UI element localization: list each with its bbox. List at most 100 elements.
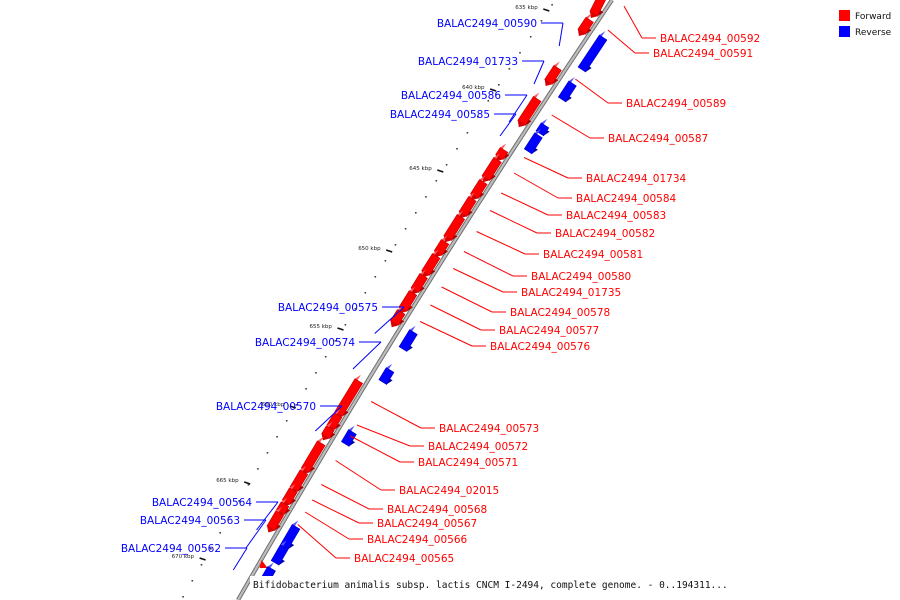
gene-label-reverse[interactable]: BALAC2494_00570: [216, 401, 343, 432]
gene-label-forward[interactable]: BALAC2494_00592: [623, 5, 760, 45]
gene-label-forward[interactable]: BALAC2494_00589: [575, 78, 726, 110]
gene-forward[interactable]: [433, 235, 450, 258]
gene-label-text[interactable]: BALAC2494_00585: [390, 109, 490, 121]
gene-label-text[interactable]: BALAC2494_00591: [653, 48, 753, 60]
gene-label-forward[interactable]: BALAC2494_00581: [476, 231, 644, 262]
gene-forward[interactable]: [458, 192, 477, 219]
gene-label-text[interactable]: BALAC2494_00581: [543, 249, 643, 261]
gene-label-text[interactable]: BALAC2494_00590: [437, 18, 537, 30]
gene-label-text[interactable]: BALAC2494_00566: [367, 534, 468, 546]
gene-label-text[interactable]: BALAC2494_00568: [387, 504, 487, 516]
gene-features[interactable]: [257, 0, 610, 588]
minor-tick: [228, 516, 231, 518]
gene-label-text[interactable]: BALAC2494_00586: [401, 90, 502, 102]
gene-label-text[interactable]: BALAC2494_00573: [439, 423, 539, 435]
gene-label-forward[interactable]: BALAC2494_00591: [607, 29, 753, 60]
gene-label-reverse[interactable]: BALAC2494_00575: [278, 302, 405, 334]
gene-reverse[interactable]: [557, 77, 577, 103]
gene-label-text[interactable]: BALAC2494_00574: [255, 337, 356, 349]
gene-arrow-tip: [589, 11, 598, 18]
gene-reverse[interactable]: [340, 425, 357, 447]
gene-forward[interactable]: [421, 249, 441, 278]
gene-label-forward[interactable]: BALAC2494_00580: [463, 251, 631, 284]
gene-label-text[interactable]: BALAC2494_02015: [399, 485, 499, 497]
gene-label-forward[interactable]: BALAC2494_00572: [356, 424, 528, 453]
gene-label-forward[interactable]: BALAC2494_01734: [523, 157, 687, 186]
gene-reverse[interactable]: [378, 363, 395, 385]
gene-label-text[interactable]: BALAC2494_01734: [586, 173, 687, 185]
gene-label-forward[interactable]: BALAC2494_01735: [452, 268, 621, 300]
minor-tick: [182, 596, 184, 598]
gene-label-text[interactable]: BALAC2494_00580: [531, 271, 631, 283]
gene-label-text[interactable]: BALAC2494_00562: [121, 543, 221, 555]
gene-reverse[interactable]: [270, 540, 289, 566]
gene-label-text[interactable]: BALAC2494_00578: [510, 307, 610, 319]
gene-label-text[interactable]: BALAC2494_00576: [490, 341, 591, 353]
gene-forward[interactable]: [410, 269, 428, 295]
gene-label-forward[interactable]: BALAC2494_00587: [551, 114, 708, 145]
leader-line: [419, 321, 473, 347]
gene-label-forward[interactable]: BALAC2494_00582: [489, 210, 655, 241]
gene-forward[interactable]: [443, 210, 466, 243]
gene-label-forward[interactable]: BALAC2494_00577: [430, 304, 599, 337]
gene-label-forward[interactable]: BALAC2494_00584: [513, 172, 677, 205]
gene-label-text[interactable]: BALAC2494_01733: [418, 56, 518, 68]
gene-reverse[interactable]: [577, 31, 608, 73]
gene-label-text[interactable]: BALAC2494_00582: [555, 228, 655, 240]
gene-forward[interactable]: [495, 143, 510, 162]
gene-label-forward[interactable]: BALAC2494_00578: [441, 286, 611, 319]
gene-label-forward[interactable]: BALAC2494_00573: [370, 401, 539, 436]
gene-label-forward[interactable]: BALAC2494_00571: [350, 435, 518, 469]
gene-label-text[interactable]: BALAC2494_00572: [428, 441, 528, 453]
gene-label-reverse[interactable]: BALAC2494_00590: [437, 18, 564, 47]
gene-label-reverse[interactable]: BALAC2494_00562: [121, 543, 248, 571]
gene-forward[interactable]: [289, 465, 309, 494]
gene-label-reverse[interactable]: BALAC2494_00586: [401, 90, 528, 123]
gene-label-forward[interactable]: BALAC2494_00565: [297, 524, 454, 566]
gene-label-text[interactable]: BALAC2494_00587: [608, 133, 708, 145]
gene-label-reverse[interactable]: BALAC2494_00563: [140, 515, 267, 549]
gene-label-text[interactable]: BALAC2494_00564: [152, 497, 253, 509]
gene-label-text[interactable]: BALAC2494_00575: [278, 302, 378, 314]
gene-forward[interactable]: [266, 506, 285, 533]
major-tick: [543, 8, 550, 12]
gene-forward[interactable]: [517, 92, 542, 128]
gene-label-forward[interactable]: BALAC2494_00566: [304, 511, 468, 546]
gene-label-text[interactable]: BALAC2494_01735: [521, 287, 621, 299]
gene-front-face: [398, 329, 418, 352]
gene-label-text[interactable]: BALAC2494_00570: [216, 401, 316, 413]
gene-reverse[interactable]: [398, 325, 418, 352]
minor-tick: [529, 36, 532, 38]
gene-label-reverse[interactable]: BALAC2494_00564: [152, 497, 279, 531]
gene-label-forward[interactable]: BALAC2494_00567: [311, 499, 477, 530]
gene-forward[interactable]: [577, 13, 594, 36]
gene-forward[interactable]: [481, 153, 502, 183]
gene-forward[interactable]: [544, 61, 562, 86]
gene-label-text[interactable]: BALAC2494_00592: [660, 33, 760, 45]
gene-label-forward[interactable]: BALAC2494_00568: [321, 484, 487, 517]
gene-label-reverse[interactable]: BALAC2494_00585: [390, 109, 517, 137]
gene-label-text[interactable]: BALAC2494_00563: [140, 515, 240, 527]
gene-label-reverse[interactable]: BALAC2494_01733: [418, 56, 545, 85]
gene-label-forward[interactable]: BALAC2494_02015: [335, 460, 500, 498]
gene-label-reverse[interactable]: BALAC2494_00574: [255, 337, 382, 370]
gene-forward[interactable]: [470, 175, 488, 201]
gene-arrow-tip: [390, 320, 399, 328]
leader-line: [352, 341, 382, 370]
leader-line: [551, 114, 591, 139]
gene-labels[interactable]: BALAC2494_00592 BALAC2494_00591 BALAC2494_…: [121, 5, 760, 571]
gene-label-text[interactable]: BALAC2494_00567: [377, 518, 477, 530]
gene-label-text[interactable]: BALAC2494_00565: [354, 553, 454, 565]
gene-label-text[interactable]: BALAC2494_00571: [418, 457, 518, 469]
gene-label-text[interactable]: BALAC2494_00584: [576, 193, 677, 205]
gene-label-text[interactable]: BALAC2494_00577: [499, 325, 599, 337]
gene-label-forward[interactable]: BALAC2494_00576: [419, 321, 591, 354]
gene-label-text[interactable]: BALAC2494_00589: [626, 98, 726, 110]
gene-forward[interactable]: [589, 0, 610, 18]
gene-reverse[interactable]: [535, 118, 550, 137]
gene-forward[interactable]: [321, 421, 336, 441]
gene-label-text[interactable]: BALAC2494_00583: [566, 210, 666, 222]
gene-reverse[interactable]: [523, 128, 543, 155]
gene-forward[interactable]: [300, 436, 326, 475]
gene-label-forward[interactable]: BALAC2494_00583: [500, 192, 666, 222]
